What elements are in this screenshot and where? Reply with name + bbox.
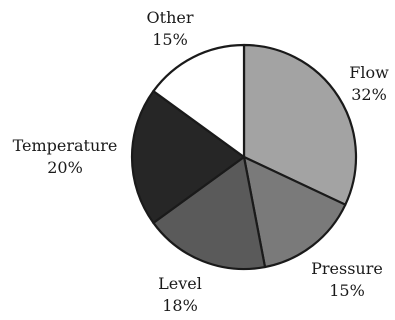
pie-slice-pressure [242,155,347,269]
slice-label-temperature: Temperature [13,136,118,155]
pie-slice-other [152,43,246,159]
pie-labels: Flow 32% Pressure 15% Level 18% Temperat… [13,8,389,315]
slice-percent-level: 18% [162,296,198,315]
slice-label-level: Level [158,274,202,293]
pie-slice-temperature [130,90,246,224]
slice-percent-flow: 32% [351,85,387,104]
pie-slices [130,43,358,271]
slice-label-flow: Flow [349,63,389,82]
slice-label-other: Other [147,8,194,27]
slice-percent-temperature: 20% [47,158,83,177]
slice-percent-pressure: 15% [329,281,365,300]
pie-slice-flow [242,43,358,206]
slice-label-pressure: Pressure [311,259,383,278]
pie-slice-level [152,155,267,271]
slice-percent-other: 15% [152,30,188,49]
